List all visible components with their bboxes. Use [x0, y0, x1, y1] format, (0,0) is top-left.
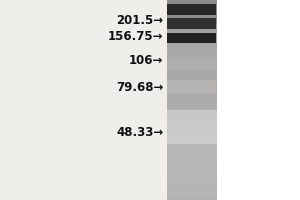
Bar — [167, 4, 216, 15]
Bar — [167, 18, 216, 29]
Text: 201.5→: 201.5→ — [116, 14, 164, 26]
Text: 79.68→: 79.68→ — [116, 81, 164, 94]
Text: 106→: 106→ — [129, 53, 164, 66]
Text: 48.33→: 48.33→ — [116, 126, 164, 138]
Bar — [216, 0, 300, 200]
Bar — [167, 80, 216, 94]
Bar — [0, 0, 167, 200]
Bar — [167, 33, 216, 43]
Text: 156.75→: 156.75→ — [108, 30, 164, 44]
